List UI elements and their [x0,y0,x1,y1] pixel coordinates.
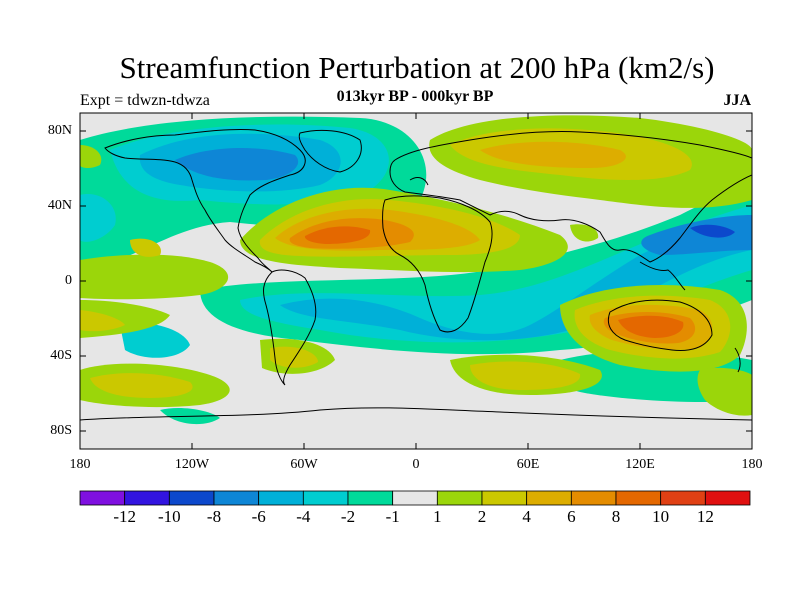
colorbar-swatch [392,490,438,506]
south-america-outline [263,269,317,386]
colorbar-swatch [660,490,706,506]
contour-field [80,113,752,449]
colorbar-swatch [213,490,260,506]
colorbar-tick-label: 12 [696,507,714,526]
colorbar-swatch [79,490,126,506]
x-tick-label: 60E [516,457,540,472]
colorbar-tick-label: -2 [340,507,356,526]
positive-anomalies [80,115,752,416]
plot-subtitle: 013kyr BP - 000kyr BP [336,88,494,105]
colorbar-swatch [258,490,304,506]
eurasia-outline [389,131,752,263]
new-zealand-outline [734,347,741,373]
colorbar-tick-label: -8 [206,507,222,526]
colorbar-swatch [124,490,170,506]
contour-pos-12 [80,310,125,332]
season-label: JJA [723,92,751,109]
colorbar-swatch [436,490,483,506]
y-tick-label: 40N [47,198,72,213]
y-tick-label: 40S [50,348,72,363]
contour-pos-8 [304,226,371,244]
colorbar-swatch [704,490,751,506]
experiment-label: Expt = tdwzn-tdwza [80,92,210,109]
y-tick-label: 0 [65,273,72,288]
colorbar-tick-label: -12 [113,507,136,526]
colorbar-swatch [168,490,215,506]
colorbar-tick-label: 6 [567,507,576,526]
axis-ticks [79,113,753,449]
contour-pos-24 [697,367,752,416]
contour-pos-10 [130,238,161,257]
contour-neg-8 [280,220,752,341]
colorbar-tick-label: 4 [522,507,531,526]
colorbar [79,490,751,506]
x-tick-label: 60W [290,457,318,472]
x-tick-label: 180 [741,457,763,472]
x-tick-label: 0 [412,457,420,472]
maritime-continent-outline [639,261,686,291]
colorbar-swatch [570,490,617,506]
contour-neg-10 [690,224,735,238]
colorbar-tick-label: -10 [157,507,181,526]
contour-pos-21 [270,346,318,368]
colorbar-tick-label: 8 [611,507,621,526]
y-tick-label: 80S [50,423,72,438]
plot-title: Streamfunction Perturbation at 200 hPa (… [119,50,715,85]
x-tick-label: 180 [69,457,91,472]
contour-neg-9 [641,215,752,255]
australia-outline [607,299,713,351]
contour-pos-3 [480,141,626,168]
colorbar-swatch [347,490,394,506]
colorbar-swatch [302,490,349,506]
x-tick-label: 120W [174,457,210,472]
contour-neg-11 [120,322,190,358]
colorbar-swatch [526,490,572,506]
continent-outlines [80,128,752,421]
contour-neutral-south [80,394,752,449]
colorbar-tick-label: 10 [652,507,670,526]
colorbar-tick-label: -6 [251,507,266,526]
antarctica-outline [80,407,752,421]
colorbar-tick-label: 1 [433,507,442,526]
contour-pos-23 [470,361,581,390]
contour-pos-9 [80,254,229,300]
colorbar-tick-label: -4 [296,507,311,526]
colorbar-tick-label: -1 [385,507,400,526]
greenland-outline [298,129,362,173]
africa-outline [382,195,493,333]
colorbar-tick-label: 2 [477,507,487,526]
contour-pos-26 [570,224,599,242]
contour-pos-17 [618,315,684,338]
contour-neg-5 [80,194,116,242]
contour-pos-19 [90,373,193,398]
colorbar-swatch [615,490,662,506]
colorbar-swatch [481,490,528,506]
y-tick-label: 80N [47,123,72,138]
contour-neg-4 [175,148,299,181]
mediterranean-outline [409,177,429,186]
north-america-outline [104,128,306,273]
contour-pos-25 [80,145,102,169]
x-tick-label: 120E [625,457,655,472]
